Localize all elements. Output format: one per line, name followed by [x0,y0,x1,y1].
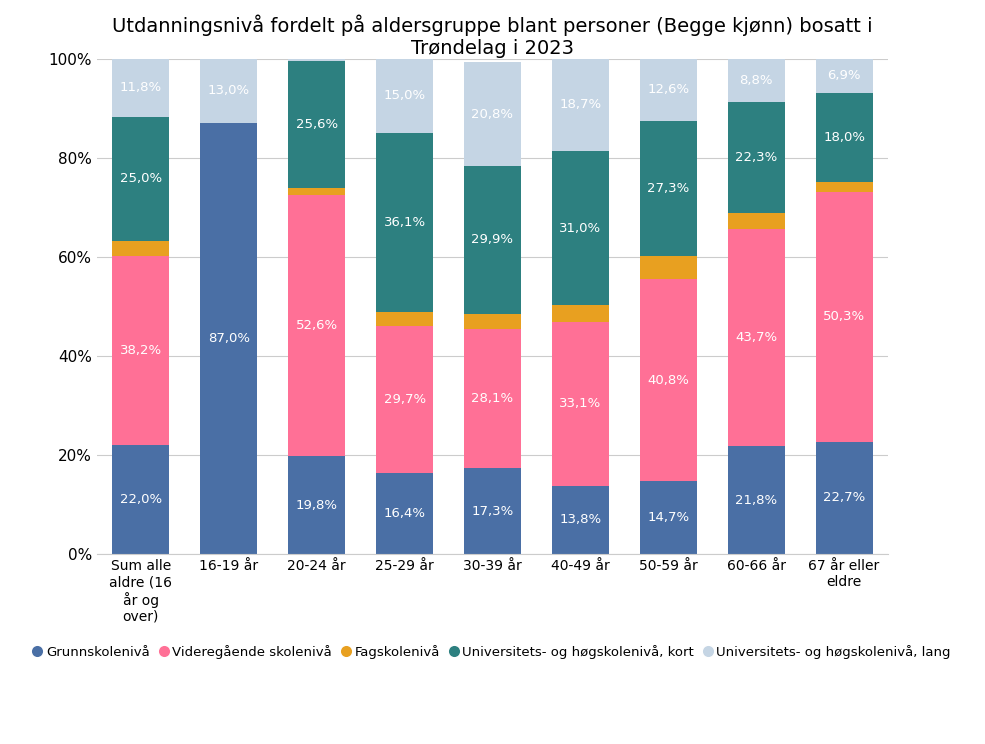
Bar [728,59,785,102]
Text: 29,9%: 29,9% [472,233,513,246]
Bar [376,312,433,326]
Bar [464,62,521,166]
Legend: Grunnskolenivå, Videregående skolenivå, Fagskolenivå, Universitets- og høgskolen: Grunnskolenivå, Videregående skolenivå, … [29,640,956,664]
Text: 20,8%: 20,8% [472,108,513,121]
Text: 31,0%: 31,0% [559,222,602,234]
Bar [639,279,696,481]
Text: 38,2%: 38,2% [120,344,162,357]
Bar [289,188,346,195]
Bar [464,314,521,329]
Text: 6,9%: 6,9% [827,69,861,82]
Text: 52,6%: 52,6% [296,319,338,332]
Text: 13,0%: 13,0% [208,84,250,97]
Text: 15,0%: 15,0% [383,89,426,102]
Bar [289,59,346,62]
Bar [289,62,346,188]
Bar [112,241,169,256]
Title: Utdanningsnivå fordelt på aldersgruppe blant personer (Begge kjønn) bosatt i
Trø: Utdanningsnivå fordelt på aldersgruppe b… [112,15,873,59]
Bar [728,213,785,229]
Bar [816,59,873,93]
Text: 12,6%: 12,6% [647,83,689,96]
Text: 40,8%: 40,8% [647,373,689,387]
Bar [552,486,609,554]
Bar [816,192,873,442]
Text: 50,3%: 50,3% [823,310,865,324]
Text: 22,3%: 22,3% [735,151,777,164]
Text: 25,6%: 25,6% [296,118,338,132]
Bar [289,195,346,456]
Bar [464,329,521,469]
Bar [552,151,609,305]
Bar [639,59,696,121]
Bar [376,133,433,312]
Text: 21,8%: 21,8% [735,493,777,507]
Text: 87,0%: 87,0% [208,332,250,345]
Bar [639,121,696,256]
Bar [376,326,433,473]
Bar [289,456,346,554]
Text: 14,7%: 14,7% [647,511,689,525]
Text: 36,1%: 36,1% [383,216,426,229]
Bar [376,59,433,133]
Text: 16,4%: 16,4% [383,507,426,520]
Text: 13,8%: 13,8% [559,513,602,527]
Bar [728,229,785,446]
Bar [112,59,169,117]
Bar [552,321,609,486]
Text: 8,8%: 8,8% [740,74,773,87]
Bar [639,481,696,554]
Text: 43,7%: 43,7% [735,331,777,344]
Bar [816,93,873,182]
Bar [200,59,257,123]
Text: 27,3%: 27,3% [647,182,689,195]
Bar [728,446,785,554]
Text: 18,0%: 18,0% [823,131,865,144]
Text: 29,7%: 29,7% [383,393,426,405]
Bar [816,442,873,554]
Text: 11,8%: 11,8% [120,81,162,94]
Bar [464,469,521,554]
Bar [464,166,521,314]
Text: 22,7%: 22,7% [823,491,865,504]
Text: 17,3%: 17,3% [472,504,513,518]
Text: 18,7%: 18,7% [559,98,602,112]
Bar [200,123,257,554]
Bar [112,117,169,241]
Bar [728,102,785,213]
Bar [112,445,169,554]
Text: 19,8%: 19,8% [296,498,338,512]
Text: 33,1%: 33,1% [559,397,602,410]
Bar [816,182,873,192]
Text: 22,0%: 22,0% [120,493,162,506]
Bar [552,305,609,321]
Text: 28,1%: 28,1% [472,392,513,405]
Bar [552,59,609,151]
Text: 25,0%: 25,0% [120,173,162,185]
Bar [112,256,169,445]
Bar [639,256,696,279]
Bar [376,473,433,554]
